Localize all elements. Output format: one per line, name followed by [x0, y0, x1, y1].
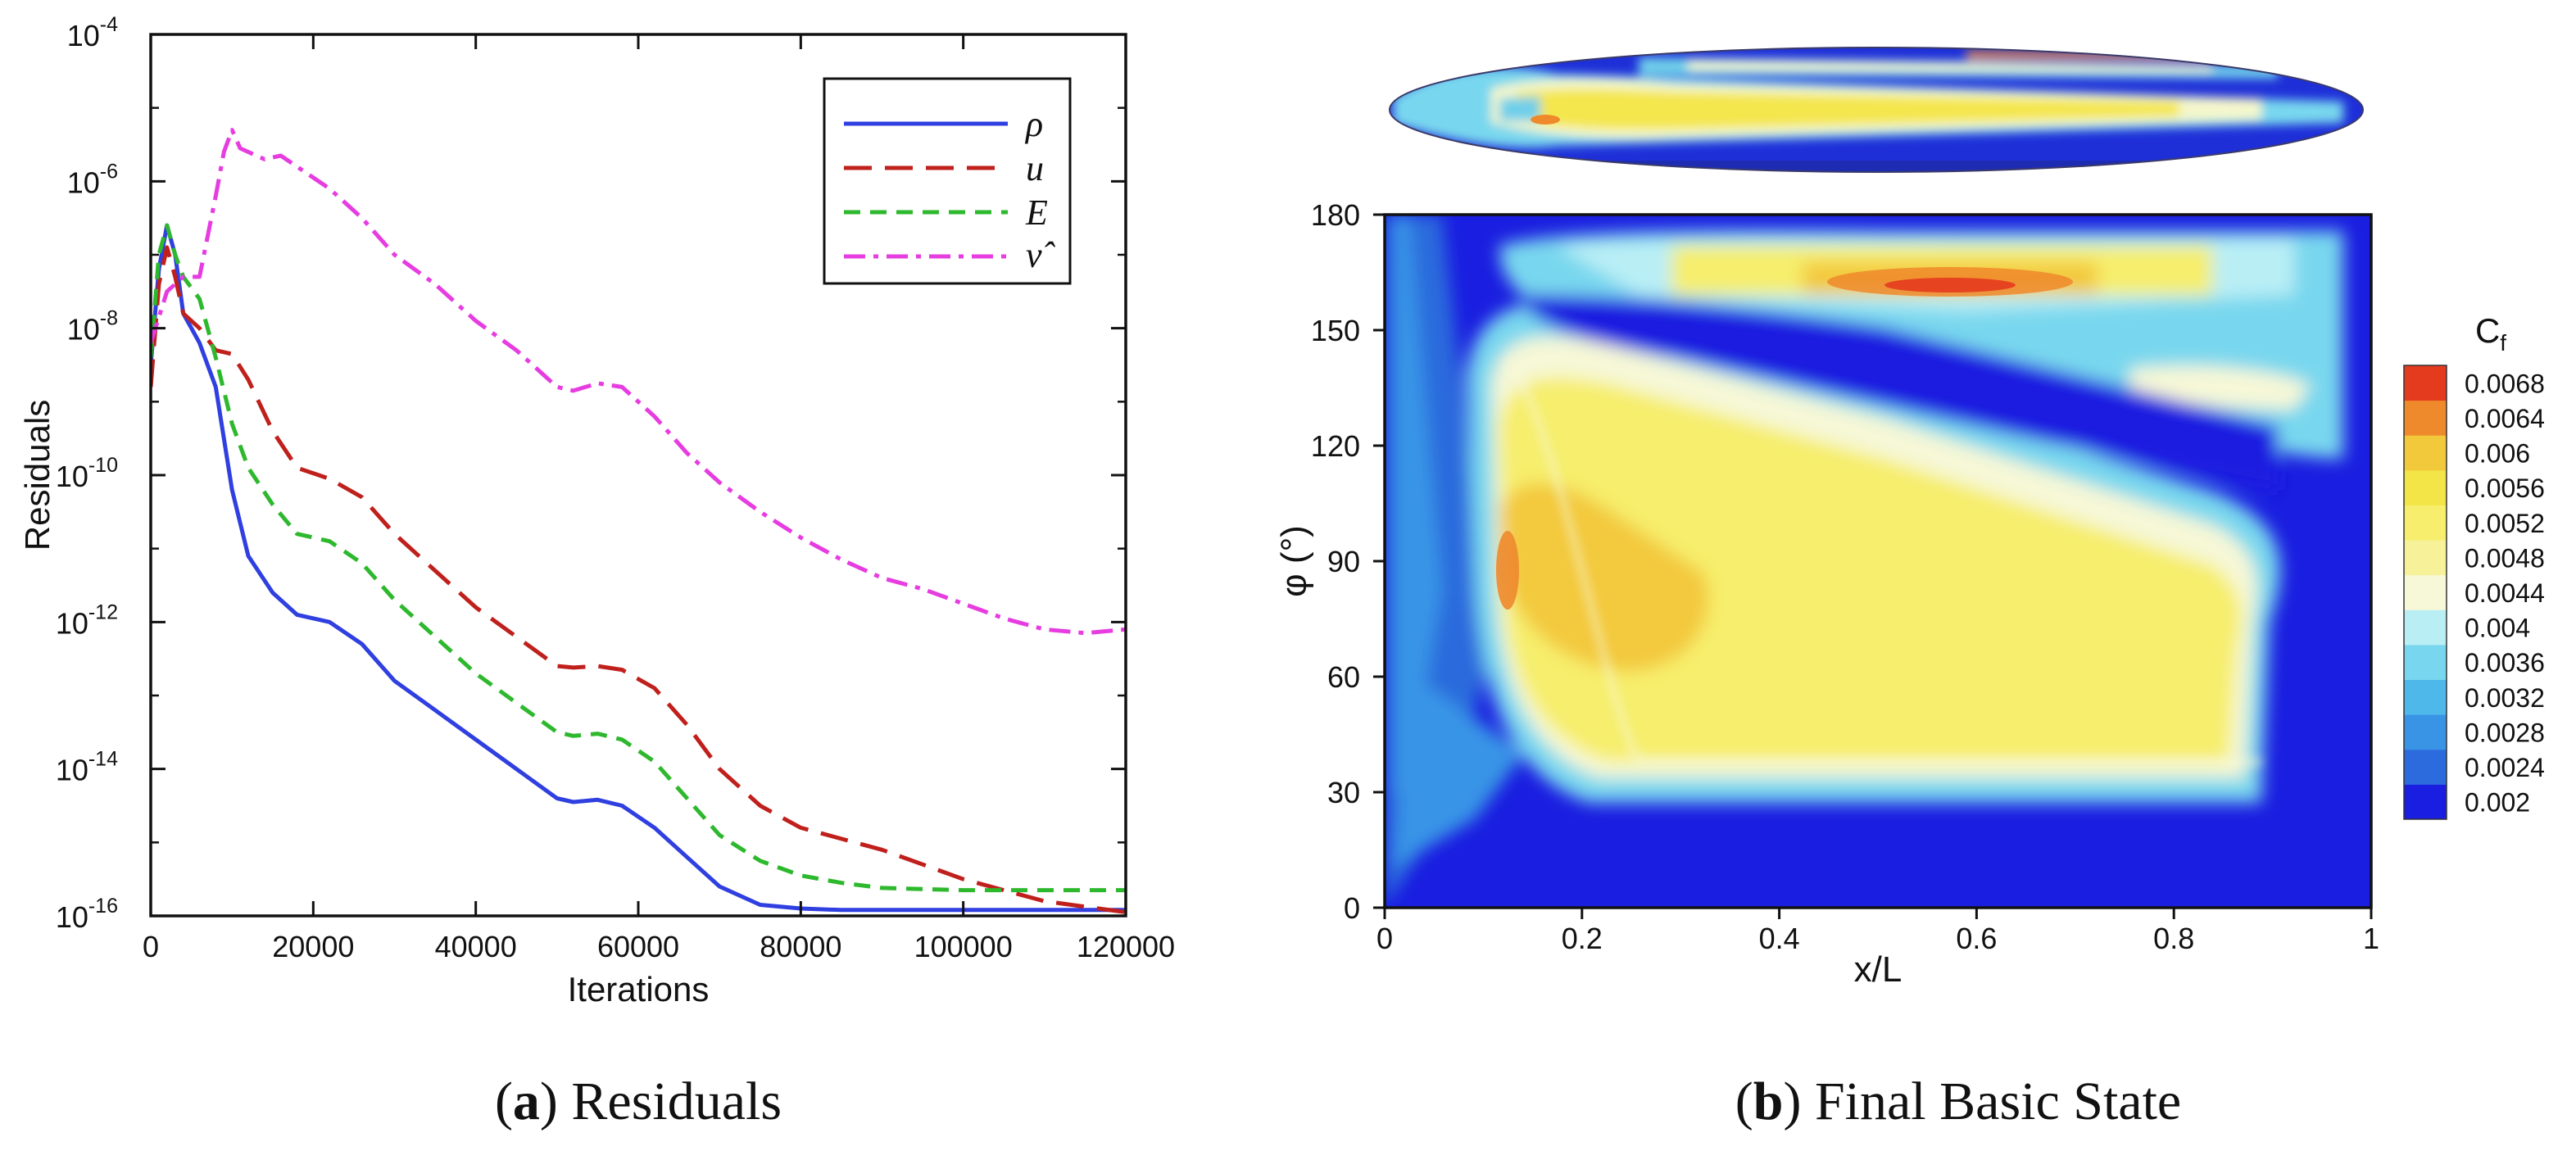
legend-swatches — [844, 121, 1008, 259]
colorbar-label: 0.0036 — [2465, 648, 2545, 677]
skin-friction-chart: 0 0.2 0.4 0.6 0.8 1 0 30 60 90 120 150 180 x/L φ (°… — [1274, 47, 2545, 1131]
colorbar-label: 0.0028 — [2465, 718, 2545, 748]
colorbar-label: 0.0032 — [2465, 683, 2545, 713]
y-tick-label: 180 — [1311, 198, 1360, 232]
y-tick-label: 10-10 — [56, 454, 118, 493]
y-tick-label: 60 — [1327, 660, 1360, 694]
series-line-2 — [151, 223, 1126, 893]
caption-a-text: Residuals — [571, 1072, 782, 1131]
series-line-0 — [151, 223, 1126, 913]
colorbar-swatch — [2404, 644, 2447, 680]
colorbar-label: 0.0056 — [2465, 474, 2545, 503]
caption-a: (a) Residuals — [495, 1072, 782, 1131]
y-tick-label: 30 — [1327, 776, 1360, 809]
series-line-1 — [151, 245, 1126, 914]
colorbar-frame — [2403, 365, 2447, 820]
colorbar-swatch — [2404, 574, 2447, 610]
y-tick-labels: 0 30 60 90 120 150 180 — [1311, 198, 1360, 925]
y-tick-label: 10-12 — [56, 600, 118, 640]
x-tick-label: 0.8 — [2153, 922, 2194, 955]
caption-a-label: a — [513, 1072, 540, 1131]
caption-b: (b) Final Basic State — [1735, 1072, 2181, 1131]
colorbar-swatch — [2404, 540, 2447, 576]
colorbar-label: 0.0052 — [2465, 509, 2545, 538]
colorbar-swatch — [2404, 469, 2447, 505]
axis-ticks — [149, 33, 1127, 918]
legend-label-e: E — [1025, 193, 1048, 233]
y-tick-label: 10-16 — [56, 895, 118, 934]
colorbar-label: 0.0044 — [2465, 578, 2545, 608]
y-tick-labels: 10-16 10-14 10-12 10-10 10-8 10-6 10-4 — [56, 13, 118, 934]
x-tick-labels: 0 20000 40000 60000 80000 100000 120000 — [143, 930, 1175, 963]
y-tick-label: 90 — [1327, 545, 1360, 578]
colorbar-label: 0.0068 — [2465, 369, 2545, 398]
colorbar-swatches — [2403, 365, 2447, 820]
colorbar-swatch — [2404, 365, 2447, 401]
colorbar-swatch — [2404, 505, 2447, 541]
colorbar-label: 0.004 — [2465, 614, 2530, 643]
colorbar-label: 0.0048 — [2465, 543, 2545, 573]
legend-box — [823, 77, 1072, 285]
colorbar-swatch — [2404, 679, 2447, 715]
residuals-chart: 0 20000 40000 60000 80000 100000 120000 10-161… — [18, 13, 1175, 1131]
colorbar-title-main: C — [2475, 311, 2500, 350]
x-tick-label: 0 — [1376, 922, 1393, 955]
x-axis-title: x/L — [1854, 949, 1903, 990]
x-tick-label: 0.4 — [1759, 922, 1800, 955]
legend-label-rho: ρ — [1024, 104, 1043, 144]
colorbar-label: 0.0064 — [2465, 404, 2545, 433]
x-tick-label: 120000 — [1077, 930, 1175, 963]
x-tick-labels: 0 0.2 0.4 0.6 0.8 1 — [1376, 922, 2379, 955]
y-tick-label: 10-8 — [67, 307, 118, 347]
y-axis-title: φ (°) — [1274, 525, 1314, 597]
y-tick-label: 10-14 — [56, 748, 118, 787]
colorbar-swatch — [2404, 400, 2447, 436]
colorbar-swatch — [2404, 749, 2447, 785]
axis-ticks — [1373, 213, 2373, 919]
y-axis-title: Residuals — [18, 400, 57, 551]
colorbar-title-sub: f — [2500, 330, 2506, 356]
colorbar-label: 0.006 — [2465, 439, 2530, 469]
contour-field — [1385, 215, 2371, 908]
colorbar-title: Cf — [2475, 311, 2506, 356]
y-tick-label: 10-6 — [67, 160, 118, 199]
y-tick-label: 120 — [1311, 429, 1360, 463]
caption-b-text: Final Basic State — [1815, 1072, 2181, 1131]
caption-b-label: b — [1753, 1072, 1784, 1131]
x-tick-label: 80000 — [760, 930, 841, 963]
x-tick-label: 60000 — [597, 930, 679, 963]
colorbar-swatch — [2404, 714, 2447, 750]
colorbar-swatch — [2404, 784, 2447, 820]
colorbar-label: 0.002 — [2465, 788, 2530, 818]
x-tick-label: 40000 — [435, 930, 517, 963]
x-tick-label: 100000 — [914, 930, 1013, 963]
y-tick-label: 10-4 — [67, 13, 118, 52]
x-tick-label: 1 — [2363, 922, 2379, 955]
x-tick-label: 0 — [143, 930, 159, 963]
y-tick-label: 150 — [1311, 314, 1360, 347]
colorbar-labels: 0.002 0.0024 0.0028 0.0032 0.0036 0.004 0.0044… — [2465, 369, 2545, 817]
legend-label-u: u — [1026, 148, 1044, 188]
x-tick-label: 0.6 — [1956, 922, 1997, 955]
colorbar-swatch — [2404, 435, 2447, 471]
x-axis-title: Iterations — [568, 970, 710, 1008]
ellipsoid-surface-view — [1389, 47, 2364, 173]
y-tick-label: 0 — [1344, 891, 1360, 925]
colorbar: 0.002 0.0024 0.0028 0.0032 0.0036 0.004 0.0044… — [2403, 311, 2545, 820]
colorbar-swatch — [2404, 609, 2447, 646]
series-line-3 — [151, 128, 1126, 636]
legend: ρ u E ν̂ — [823, 77, 1072, 285]
x-tick-label: 20000 — [272, 930, 354, 963]
colorbar-label: 0.0024 — [2465, 753, 2545, 782]
x-tick-label: 0.2 — [1562, 922, 1603, 955]
